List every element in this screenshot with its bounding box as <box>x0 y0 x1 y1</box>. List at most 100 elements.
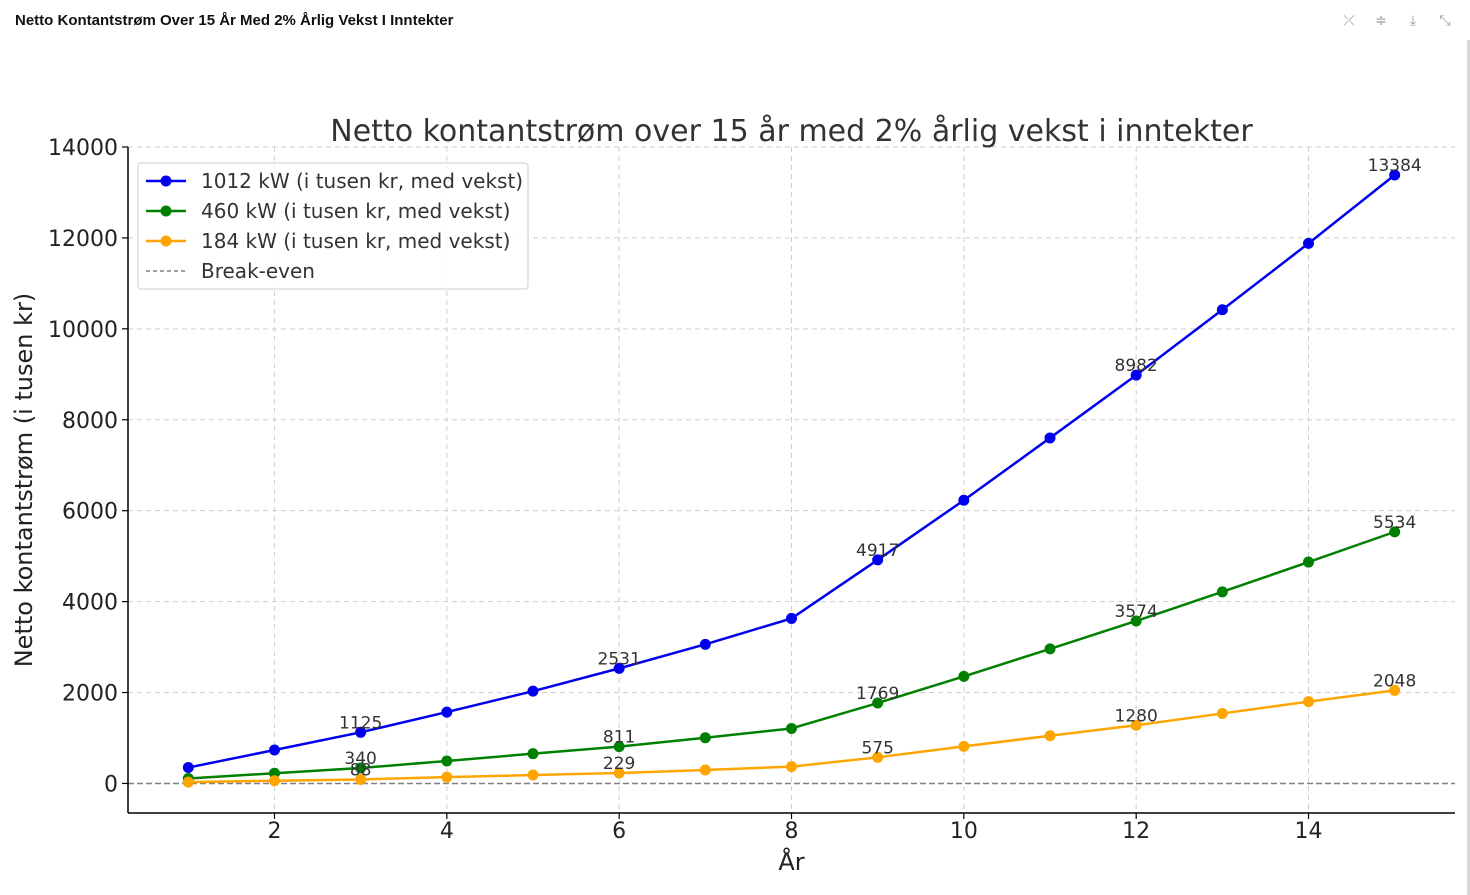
legend-swatch-marker <box>160 175 172 187</box>
data-label: 1769 <box>856 684 899 704</box>
data-label: 1280 <box>1115 706 1158 726</box>
data-point <box>872 554 884 566</box>
x-tick-label: 10 <box>950 819 978 844</box>
data-point <box>355 773 367 785</box>
series-0: 1125 2531 4917 8982 13384 <box>182 156 1422 774</box>
data-point <box>268 775 280 787</box>
legend-label: Break-even <box>201 259 315 283</box>
y-tick-label: 8000 <box>62 409 118 434</box>
data-point <box>1044 730 1056 742</box>
data-point <box>872 751 884 763</box>
legend-label: 184 kW (i tusen kr, med vekst) <box>201 229 510 253</box>
data-point <box>1303 556 1315 568</box>
data-point <box>786 612 797 624</box>
data-point <box>1130 615 1142 627</box>
data-point <box>182 776 194 788</box>
data-point <box>1216 304 1228 316</box>
x-tick-label: 6 <box>612 819 626 844</box>
y-tick-label: 12000 <box>48 227 118 252</box>
scrollbar[interactable] <box>1467 40 1470 895</box>
data-point <box>786 761 797 773</box>
data-point <box>527 769 539 781</box>
data-label: 229 <box>603 754 635 774</box>
series-1: 340 811 1769 3574 5534 <box>182 513 1416 784</box>
data-point <box>872 697 884 709</box>
legend-item: Break-even <box>146 259 315 283</box>
data-point <box>1130 369 1142 381</box>
x-tick-label: 14 <box>1295 819 1323 844</box>
y-tick-label: 10000 <box>48 318 118 343</box>
data-label: 3574 <box>1115 602 1158 622</box>
data-point <box>1216 586 1228 598</box>
data-label: 575 <box>861 738 893 758</box>
y-tick-label: 2000 <box>62 682 118 707</box>
data-label: 4917 <box>856 541 899 561</box>
data-point <box>1044 643 1056 655</box>
data-point <box>1303 696 1315 708</box>
data-point <box>527 748 539 760</box>
data-label: 8982 <box>1115 356 1158 376</box>
window-title: Netto Kontantstrøm Over 15 År Med 2% Årl… <box>15 12 454 29</box>
data-point <box>355 726 367 738</box>
data-point <box>268 744 280 756</box>
sliders-icon[interactable]: ≑ <box>1375 13 1387 29</box>
data-point <box>958 670 970 682</box>
data-label: 13384 <box>1368 156 1422 176</box>
x-tick-label: 12 <box>1122 819 1150 844</box>
data-label: 340 <box>344 749 376 769</box>
data-point <box>699 764 711 776</box>
data-label: 5534 <box>1373 513 1416 533</box>
data-label: 88 <box>350 760 372 780</box>
data-point <box>613 662 625 674</box>
pin-off-icon[interactable]: ⤫ <box>1343 13 1355 29</box>
legend-item: 184 kW (i tusen kr, med vekst) <box>146 229 510 253</box>
legend-label: 1012 kW (i tusen kr, med vekst) <box>201 169 523 193</box>
data-point <box>1389 684 1401 696</box>
data-point <box>1389 526 1401 538</box>
data-point <box>441 771 453 783</box>
data-point <box>786 722 797 734</box>
data-point <box>441 755 453 767</box>
data-point <box>613 741 625 753</box>
legend: 1012 kW (i tusen kr, med vekst) 460 kW (i… <box>137 162 529 290</box>
data-point <box>1130 719 1142 731</box>
data-label: 2531 <box>598 649 641 669</box>
y-tick-label: 14000 <box>48 136 118 161</box>
data-point <box>613 767 625 779</box>
data-point <box>1044 432 1056 444</box>
legend-item: 460 kW (i tusen kr, med vekst) <box>146 199 510 223</box>
data-point <box>1389 169 1401 181</box>
data-point <box>355 762 367 774</box>
y-tick-label: 4000 <box>62 591 118 616</box>
collapse-icon[interactable]: ⤡ <box>1439 13 1451 29</box>
data-point <box>699 638 711 650</box>
data-point <box>1303 237 1315 249</box>
chart-toolbar: ⤫ ≑ ⤓ ⤡ <box>1340 10 1454 32</box>
data-point <box>958 494 970 506</box>
data-point <box>527 685 539 697</box>
data-label: 2048 <box>1373 671 1416 691</box>
legend-swatch-marker <box>160 205 172 217</box>
data-point <box>441 706 453 718</box>
data-label: 811 <box>603 728 635 748</box>
data-point <box>958 740 970 752</box>
y-tick-label: 6000 <box>62 500 118 525</box>
legend-swatch-marker <box>160 235 172 247</box>
y-axis-label: Netto kontantstrøm (i tusen kr) <box>10 293 38 668</box>
x-tick-label: 4 <box>440 819 454 844</box>
x-tick-label: 2 <box>267 819 281 844</box>
data-point <box>1216 707 1228 719</box>
x-tick-label: 8 <box>785 819 799 844</box>
x-axis-label: År <box>778 847 804 876</box>
legend-box <box>137 162 529 290</box>
chart-title: Netto kontantstrøm over 15 år med 2% årl… <box>330 114 1253 149</box>
legend-label: 460 kW (i tusen kr, med vekst) <box>201 199 510 223</box>
series-2: 88 229 575 1280 2048 <box>182 671 1416 788</box>
data-label: 1125 <box>339 713 382 733</box>
data-point <box>699 732 711 744</box>
data-point <box>182 762 194 774</box>
download-icon[interactable]: ⤓ <box>1409 13 1417 29</box>
legend-item: 1012 kW (i tusen kr, med vekst) <box>146 169 523 193</box>
y-tick-label: 0 <box>104 772 118 797</box>
